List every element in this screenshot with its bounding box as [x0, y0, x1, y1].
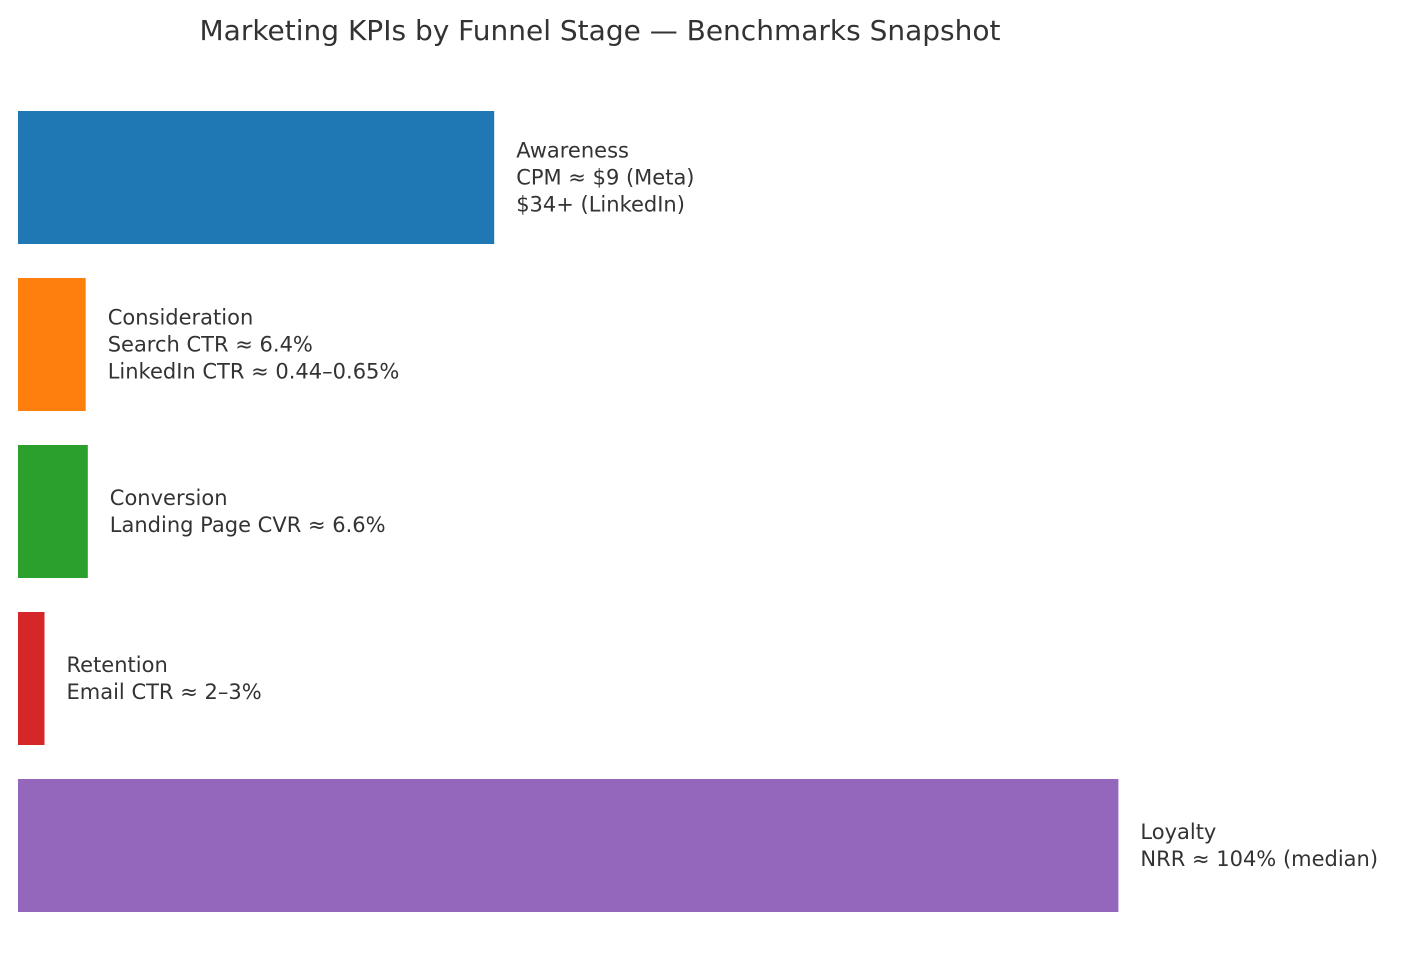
bar-label-line: Email CTR ≈ 2–3% [67, 680, 262, 704]
bar-label-retention: Retention Email CTR ≈ 2–3% [67, 653, 262, 704]
bar-label-awareness: Awareness CPM ≈ $9 (Meta) $34+ (LinkedIn) [516, 139, 694, 217]
bar-label-line: Retention [67, 653, 168, 677]
bar-label-consideration: Consideration Search CTR ≈ 6.4% LinkedIn C… [108, 306, 400, 384]
bar-label-line: LinkedIn CTR ≈ 0.44–0.65% [108, 360, 400, 384]
bar-label-line: Search CTR ≈ 6.4% [108, 333, 313, 357]
bar-label-conversion: Conversion Landing Page CVR ≈ 6.6% [110, 486, 386, 537]
bar-label-line: $34+ (LinkedIn) [516, 193, 685, 217]
bar-retention [18, 612, 45, 745]
bar-label-line: Loyalty [1140, 820, 1216, 844]
bar-loyalty [18, 779, 1119, 912]
chart-title: Marketing KPIs by Funnel Stage — Benchma… [199, 14, 1001, 47]
bars-layer [18, 111, 1119, 912]
bar-label-loyalty: Loyalty NRR ≈ 104% (median) [1140, 820, 1378, 871]
labels-layer: Awareness CPM ≈ $9 (Meta) $34+ (LinkedIn) C… [67, 139, 1379, 872]
bar-awareness [18, 111, 495, 244]
bar-conversion [18, 445, 88, 578]
bar-consideration [18, 278, 86, 411]
bar-label-line: Landing Page CVR ≈ 6.6% [110, 513, 386, 537]
bar-label-line: NRR ≈ 104% (median) [1140, 847, 1378, 871]
bar-label-line: CPM ≈ $9 (Meta) [516, 166, 694, 190]
bar-label-line: Consideration [108, 306, 254, 330]
bar-label-line: Conversion [110, 486, 228, 510]
bar-label-line: Awareness [516, 139, 629, 163]
